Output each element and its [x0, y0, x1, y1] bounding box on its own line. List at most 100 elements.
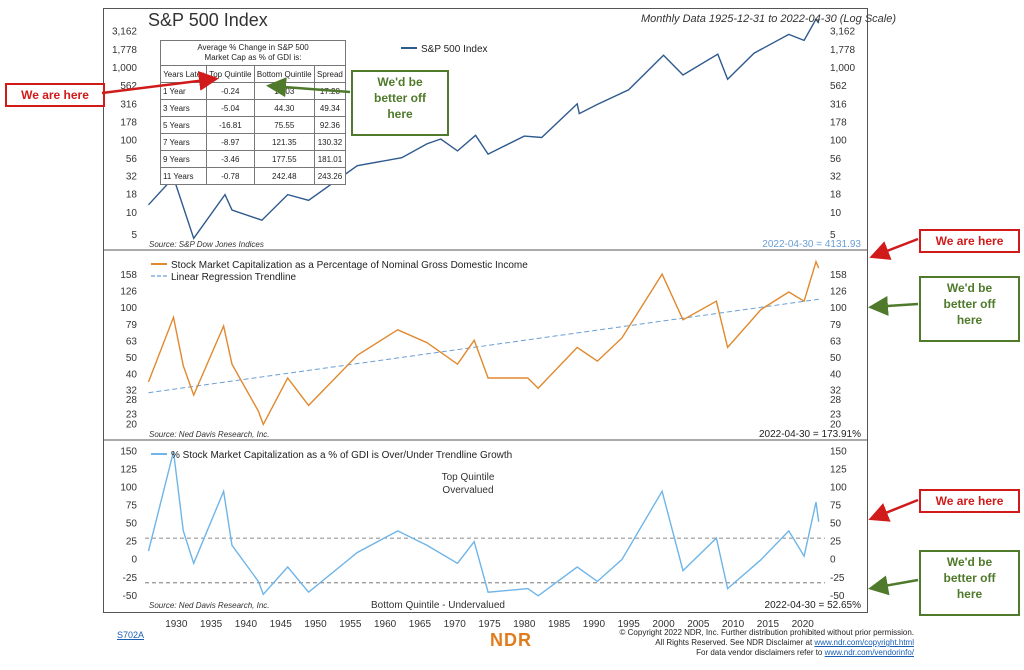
y-tick-label-left: 32	[126, 385, 138, 396]
chart-title: S&P 500 Index	[148, 10, 268, 30]
x-tick-label: 1985	[548, 619, 571, 630]
x-tick-label: 2005	[687, 619, 710, 630]
y-tick-label-left: 25	[126, 537, 138, 548]
source-label: Source: Ned Davis Research, Inc.	[149, 601, 270, 610]
y-tick-label-left: 50	[126, 519, 138, 530]
arrow-green-2	[868, 296, 919, 316]
legend-label: Linear Regression Trendline	[171, 272, 297, 283]
y-tick-label-right: 3,162	[830, 27, 855, 38]
y-tick-label-right: 125	[830, 465, 847, 476]
series-line-top	[147, 17, 820, 240]
y-tick-label-left: 75	[126, 501, 138, 512]
y-tick-label-right: -50	[830, 591, 845, 602]
table-header-bottom: Bottom Quintile	[253, 65, 315, 83]
y-tick-label-left: 0	[131, 555, 137, 566]
y-tick-label-right: 79	[830, 320, 842, 331]
series-line-bottom	[147, 451, 820, 597]
table-row: 9 Years -3.46 177.55 181.01	[159, 150, 347, 168]
table-row: 3 Years -5.04 44.30 49.34	[159, 99, 347, 117]
source-label: Source: Ned Davis Research, Inc.	[149, 430, 270, 439]
x-tick-label: 1960	[374, 619, 397, 630]
table-row: 1 Year -0.24 17.03 17.28	[159, 82, 347, 100]
y-tick-label-right: 20	[830, 419, 842, 430]
y-tick-label-right: 100	[830, 483, 847, 494]
y-tick-label-right: 32	[830, 171, 842, 182]
copyright-notice: © Copyright 2022 NDR, Inc. Further distr…	[619, 628, 914, 657]
chart-svg: 5 5 10 10 18 18 32 32 56 56 100 100 178 178 316 316 562 5…	[103, 8, 868, 630]
callout-we-are-here-2: We are here	[919, 229, 1020, 253]
x-tick-label: 1965	[409, 619, 432, 630]
chart-frame: 5 5 10 10 18 18 32 32 56 56 100 100 178 178 316 316 562 5…	[103, 8, 868, 630]
chart-border	[103, 8, 868, 613]
arrow-red-2	[869, 237, 919, 260]
y-tick-label-right: 25	[830, 537, 842, 548]
x-tick-label: 1930	[165, 619, 188, 630]
y-tick-label-right: 28	[830, 395, 842, 406]
x-tick-label: 1970	[444, 619, 467, 630]
y-tick-label-right: 0	[830, 555, 836, 566]
callout-we-are-here-3: We are here	[919, 489, 1020, 513]
y-tick-label-left: 100	[120, 483, 137, 494]
table-header-years: Years Later	[159, 65, 208, 83]
table-caption-1: Average % Change in S&P 500	[197, 43, 309, 52]
y-tick-label-right: 56	[830, 154, 842, 165]
callout-better-off-3: We'd be better off here	[919, 550, 1020, 616]
y-tick-label-right: 150	[830, 447, 847, 458]
y-tick-label-left: 126	[120, 286, 137, 297]
annotation-undervalued: Bottom Quintile - Undervalued	[371, 600, 505, 611]
y-tick-label-left: 100	[120, 136, 137, 147]
y-tick-label-left: 32	[126, 171, 138, 182]
y-tick-label-left: 125	[120, 465, 137, 476]
y-tick-label-left: 50	[126, 353, 138, 364]
arrow-red-3	[868, 498, 919, 522]
y-tick-label-right: 5	[830, 230, 836, 241]
legend-label: S&P 500 Index	[421, 44, 488, 55]
y-tick-label-right: 32	[830, 385, 842, 396]
table-row: 7 Years -8.97 121.35 130.32	[159, 133, 347, 151]
source-label: Source: S&P Dow Jones Indices	[149, 240, 264, 249]
x-tick-label: 2010	[722, 619, 745, 630]
annotation-overvalued: Overvalued	[442, 485, 493, 496]
x-tick-label: 2000	[652, 619, 675, 630]
legend-label: % Stock Market Capitalization as a % of …	[171, 450, 512, 461]
x-tick-label: 1995	[618, 619, 641, 630]
y-tick-label-right: 100	[830, 303, 847, 314]
y-tick-label-right: 158	[830, 270, 847, 281]
y-tick-label-right: 18	[830, 190, 842, 201]
y-tick-label-right: 50	[830, 519, 842, 530]
y-tick-label-right: 75	[830, 501, 842, 512]
y-tick-label-left: 1,778	[112, 45, 137, 56]
y-tick-label-right: 178	[830, 117, 847, 128]
y-tick-label-right: 1,000	[830, 63, 855, 74]
y-tick-label-right: 10	[830, 208, 842, 219]
y-tick-label-left: 23	[126, 409, 138, 420]
y-tick-label-left: -25	[123, 573, 138, 584]
table-header-spread: Spread	[313, 65, 347, 83]
chart-code-link[interactable]: S702A	[117, 630, 145, 640]
y-tick-label-right: -25	[830, 573, 845, 584]
y-tick-label-right: 1,778	[830, 45, 855, 56]
vendor-link[interactable]: www.ndr.com/vendorinfo/	[824, 648, 914, 657]
ndr-logo: NDR	[490, 630, 532, 650]
y-tick-label-right: 23	[830, 409, 842, 420]
y-tick-label-left: 316	[120, 99, 137, 110]
y-tick-label-right: 126	[830, 286, 847, 297]
y-tick-label-right: 40	[830, 369, 842, 380]
copyright-link[interactable]: www.ndr.com/copyright.html	[814, 638, 914, 647]
x-tick-label: 1975	[478, 619, 501, 630]
y-tick-label-left: 3,162	[112, 27, 137, 38]
trendline	[148, 298, 819, 394]
callout-better-off-2: We'd be better off here	[919, 276, 1020, 342]
x-tick-label: 2015	[757, 619, 780, 630]
annotation-top-quintile: Top Quintile	[442, 472, 495, 483]
chart-subtitle: Monthly Data 1925-12-31 to 2022-04-30 (L…	[641, 13, 896, 25]
y-tick-label-left: 40	[126, 369, 138, 380]
y-tick-label-left: 20	[126, 419, 138, 430]
callout-better-off-1: We'd be better off here	[351, 70, 449, 136]
table-caption-2: Market Cap as % of GDI is:	[204, 53, 302, 62]
y-tick-label-left: 150	[120, 447, 137, 458]
y-tick-label-left: 178	[120, 117, 137, 128]
x-tick-label: 1990	[583, 619, 606, 630]
y-tick-label-left: -50	[123, 591, 138, 602]
last-value-label: 2022-04-30 = 4131.93	[762, 239, 861, 250]
